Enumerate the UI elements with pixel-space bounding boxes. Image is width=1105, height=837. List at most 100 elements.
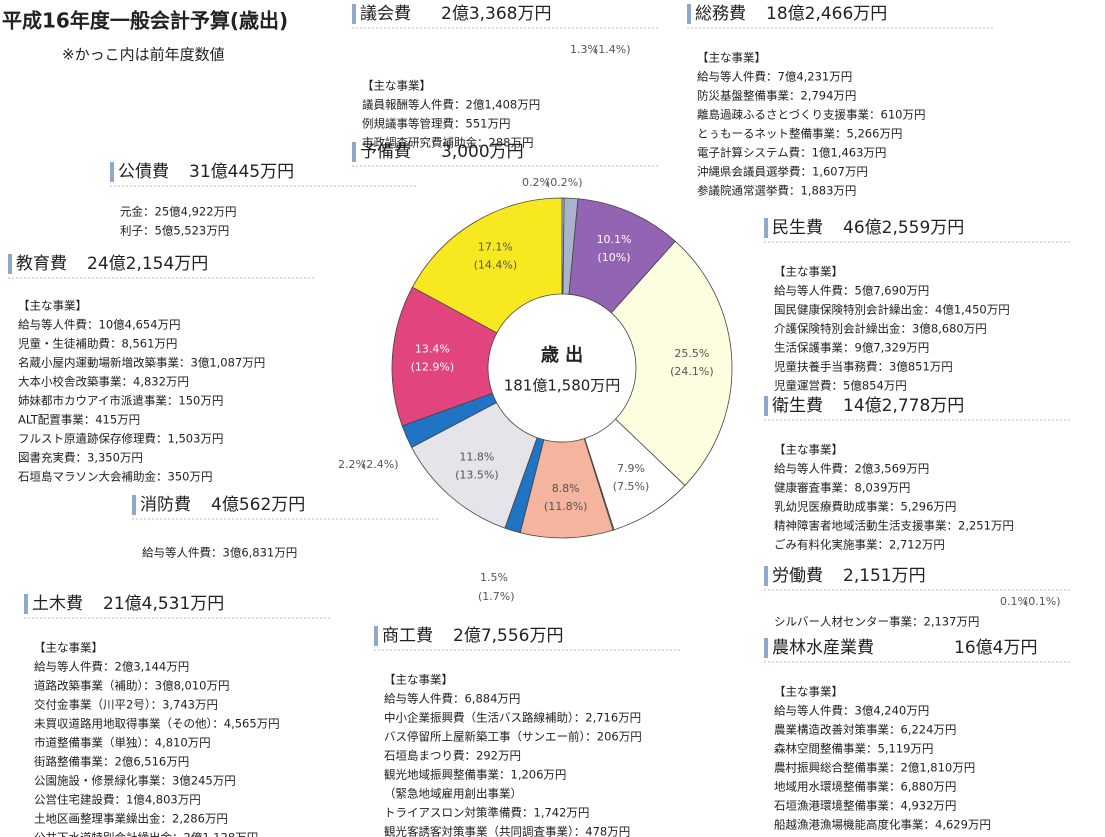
section-item: 精神障害者地域活動生活支援事業：2,251万円 [774, 519, 1014, 533]
section-item: 電子計算システム費：1億1,463万円 [697, 146, 886, 160]
section-heading: 【主な事業】 [697, 51, 766, 65]
section-item: 観光地域振興整備事業：1,206万円 [384, 768, 566, 782]
section-item: 児童運営費：5億854万円 [774, 379, 907, 393]
section-item: 児童扶養手当事務費：3億851万円 [774, 360, 953, 374]
section-name: 議会費 [360, 4, 411, 24]
section-item: 大本小校舎改築事業：4,832万円 [18, 375, 189, 389]
section-item: 石垣漁港環境整備事業：4,932万円 [774, 799, 956, 813]
section-item: 利子：5億5,523万円 [120, 224, 229, 238]
slice-label: 7.9% [617, 462, 645, 475]
slice-prior-label: (12.9%) [411, 360, 455, 373]
section-item: 図書充実費：3,350万円 [18, 451, 143, 465]
slice-prior-label: (2.4%) [362, 458, 399, 471]
section-item: 給与等人件費：10億4,654万円 [18, 318, 181, 332]
section-amount: 31億445万円 [189, 162, 294, 182]
section-name: 土木費 [32, 594, 83, 614]
section-amount: 16億4万円 [954, 638, 1037, 658]
section-item: バス停留所上屋新築工事（サンエー前）：206万円 [384, 730, 642, 744]
center-label: 歳 出 [541, 344, 583, 366]
section-item: 沖縄県会議員選挙費：1,607万円 [697, 165, 868, 179]
section-name: 公債費 [118, 162, 169, 182]
section-amount: 21億4,531万円 [103, 594, 224, 614]
section-amount: 2億7,556万円 [453, 626, 563, 646]
section-item: 地域用水環境整備事業：6,880万円 [774, 780, 956, 794]
slice-label: 10.1% [597, 233, 632, 246]
heading-bar [374, 626, 378, 646]
section-item: 中小企業振興費（生活バス路線補助）：2,716万円 [384, 711, 641, 725]
slice-prior-label: (7.5%) [613, 480, 650, 493]
chart-title: 平成16年度一般会計予算(歳出) [2, 9, 288, 33]
heading-bar [24, 594, 28, 614]
section-name: 教育費 [16, 254, 67, 274]
slice-label: 13.4% [415, 342, 450, 355]
pie-slice [411, 197, 563, 334]
section-item: 船越漁港漁場機能高度化事業：4,629万円 [774, 818, 991, 832]
section-name: 労働費 [772, 566, 823, 586]
section-name: 総務費 [695, 4, 746, 24]
section-item: （緊急地域雇用創出事業） [384, 787, 522, 801]
heading-bar [764, 218, 768, 238]
section-item: とぅもーるネット整備事業：5,266万円 [697, 127, 902, 141]
section-item: 石垣島マラソン大会補助金：350万円 [18, 470, 212, 484]
center-total: 181億1,580万円 [504, 377, 621, 395]
heading-bar [764, 566, 768, 586]
section-amount: 3,000万円 [441, 142, 524, 162]
section-item: 給与等人件費：2億3,144万円 [34, 660, 189, 674]
heading-bar [687, 4, 691, 24]
section-item: ALT配置事業：415万円 [18, 413, 140, 427]
section-item: 公共下水道特別会計繰出金：2億1,128万円 [34, 831, 258, 837]
section-name: 民生費 [772, 218, 823, 238]
section-item: 給与等人件費：3億6,831万円 [142, 546, 297, 560]
heading-bar [352, 142, 356, 162]
slice-prior-label: (10%) [598, 251, 631, 264]
section-item: 児童・生徒補助費：8,561万円 [18, 337, 177, 351]
pie-slice [391, 286, 498, 427]
slice-label: 0.1% [1000, 595, 1028, 608]
slice-label: 17.1% [478, 240, 513, 253]
heading-bar [352, 4, 356, 24]
slice-label: 25.5% [674, 347, 709, 360]
section-item: 姉妹都市カウアイ市派遣事業：150万円 [18, 394, 223, 408]
slice-prior-label: (1.7%) [478, 590, 515, 603]
section-item: 公園施設・修景緑化事業：3億245万円 [34, 774, 236, 788]
section-item: 道路改築事業（補助）：3億8,010万円 [34, 679, 230, 693]
section-item: 給与等人件費：5億7,690万円 [774, 284, 929, 298]
section-item: フルスト原遺跡保存修理費：1,503万円 [18, 432, 223, 446]
section-item: 給与等人件費：7億4,231万円 [697, 70, 852, 84]
slice-prior-label: (14.4%) [474, 258, 518, 271]
section-item: 給与等人件費：3億4,240万円 [774, 704, 929, 718]
slice-label: 1.3% [570, 43, 598, 56]
section-amount: 24億2,154万円 [87, 254, 208, 274]
slice-prior-label: (0.2%) [546, 176, 583, 189]
slice-prior-label: (24.1%) [670, 365, 714, 378]
section-name: 予備費 [360, 142, 411, 162]
section-amount: 14億2,778万円 [843, 396, 964, 416]
section-item: 例規議事等管理費：551万円 [362, 117, 510, 131]
slice-label: 11.8% [459, 450, 494, 463]
section-name: 農林水産業費 [772, 638, 874, 658]
section-item: 石垣島まつり費：292万円 [384, 749, 521, 763]
section-amount: 2億3,368万円 [441, 4, 551, 24]
section-item: トライアスロン対策準備費：1,742万円 [384, 806, 589, 820]
section-item: ごみ有料化実施事業：2,712万円 [774, 538, 945, 552]
section-heading: 【主な事業】 [18, 299, 87, 313]
section-item: 街路整備事業：2億6,516万円 [34, 755, 189, 769]
section-item: 健康審査事業：8,039万円 [774, 481, 910, 495]
section-heading: 【主な事業】 [384, 673, 453, 687]
section-name: 消防費 [140, 495, 191, 515]
section-amount: 46億2,559万円 [843, 218, 964, 238]
section-item: シルバー人材センター事業：2,137万円 [774, 615, 979, 629]
section-item: 交付金事業（川平2号）：3,743万円 [34, 698, 218, 712]
section-item: 離島過疎ふるさとづくり支援事業：610万円 [697, 108, 926, 122]
slice-label: 1.5% [480, 571, 508, 584]
section-item: 介護保険特別会計繰出金：3億8,680万円 [774, 322, 987, 336]
section-item: 給与等人件費：2億3,569万円 [774, 462, 929, 476]
pie-slice [610, 240, 733, 487]
section-heading: 【主な事業】 [774, 685, 843, 699]
section-item: 農業構造改善対策事業：6,224万円 [774, 723, 956, 737]
slice-label: 8.8% [552, 482, 580, 495]
section-item: 議員報酬等人件費：2億1,408万円 [362, 98, 540, 112]
section-item: 土地区画整理事業繰出金：2,286万円 [34, 812, 228, 826]
slice-prior-label: (0.1%) [1024, 595, 1061, 608]
